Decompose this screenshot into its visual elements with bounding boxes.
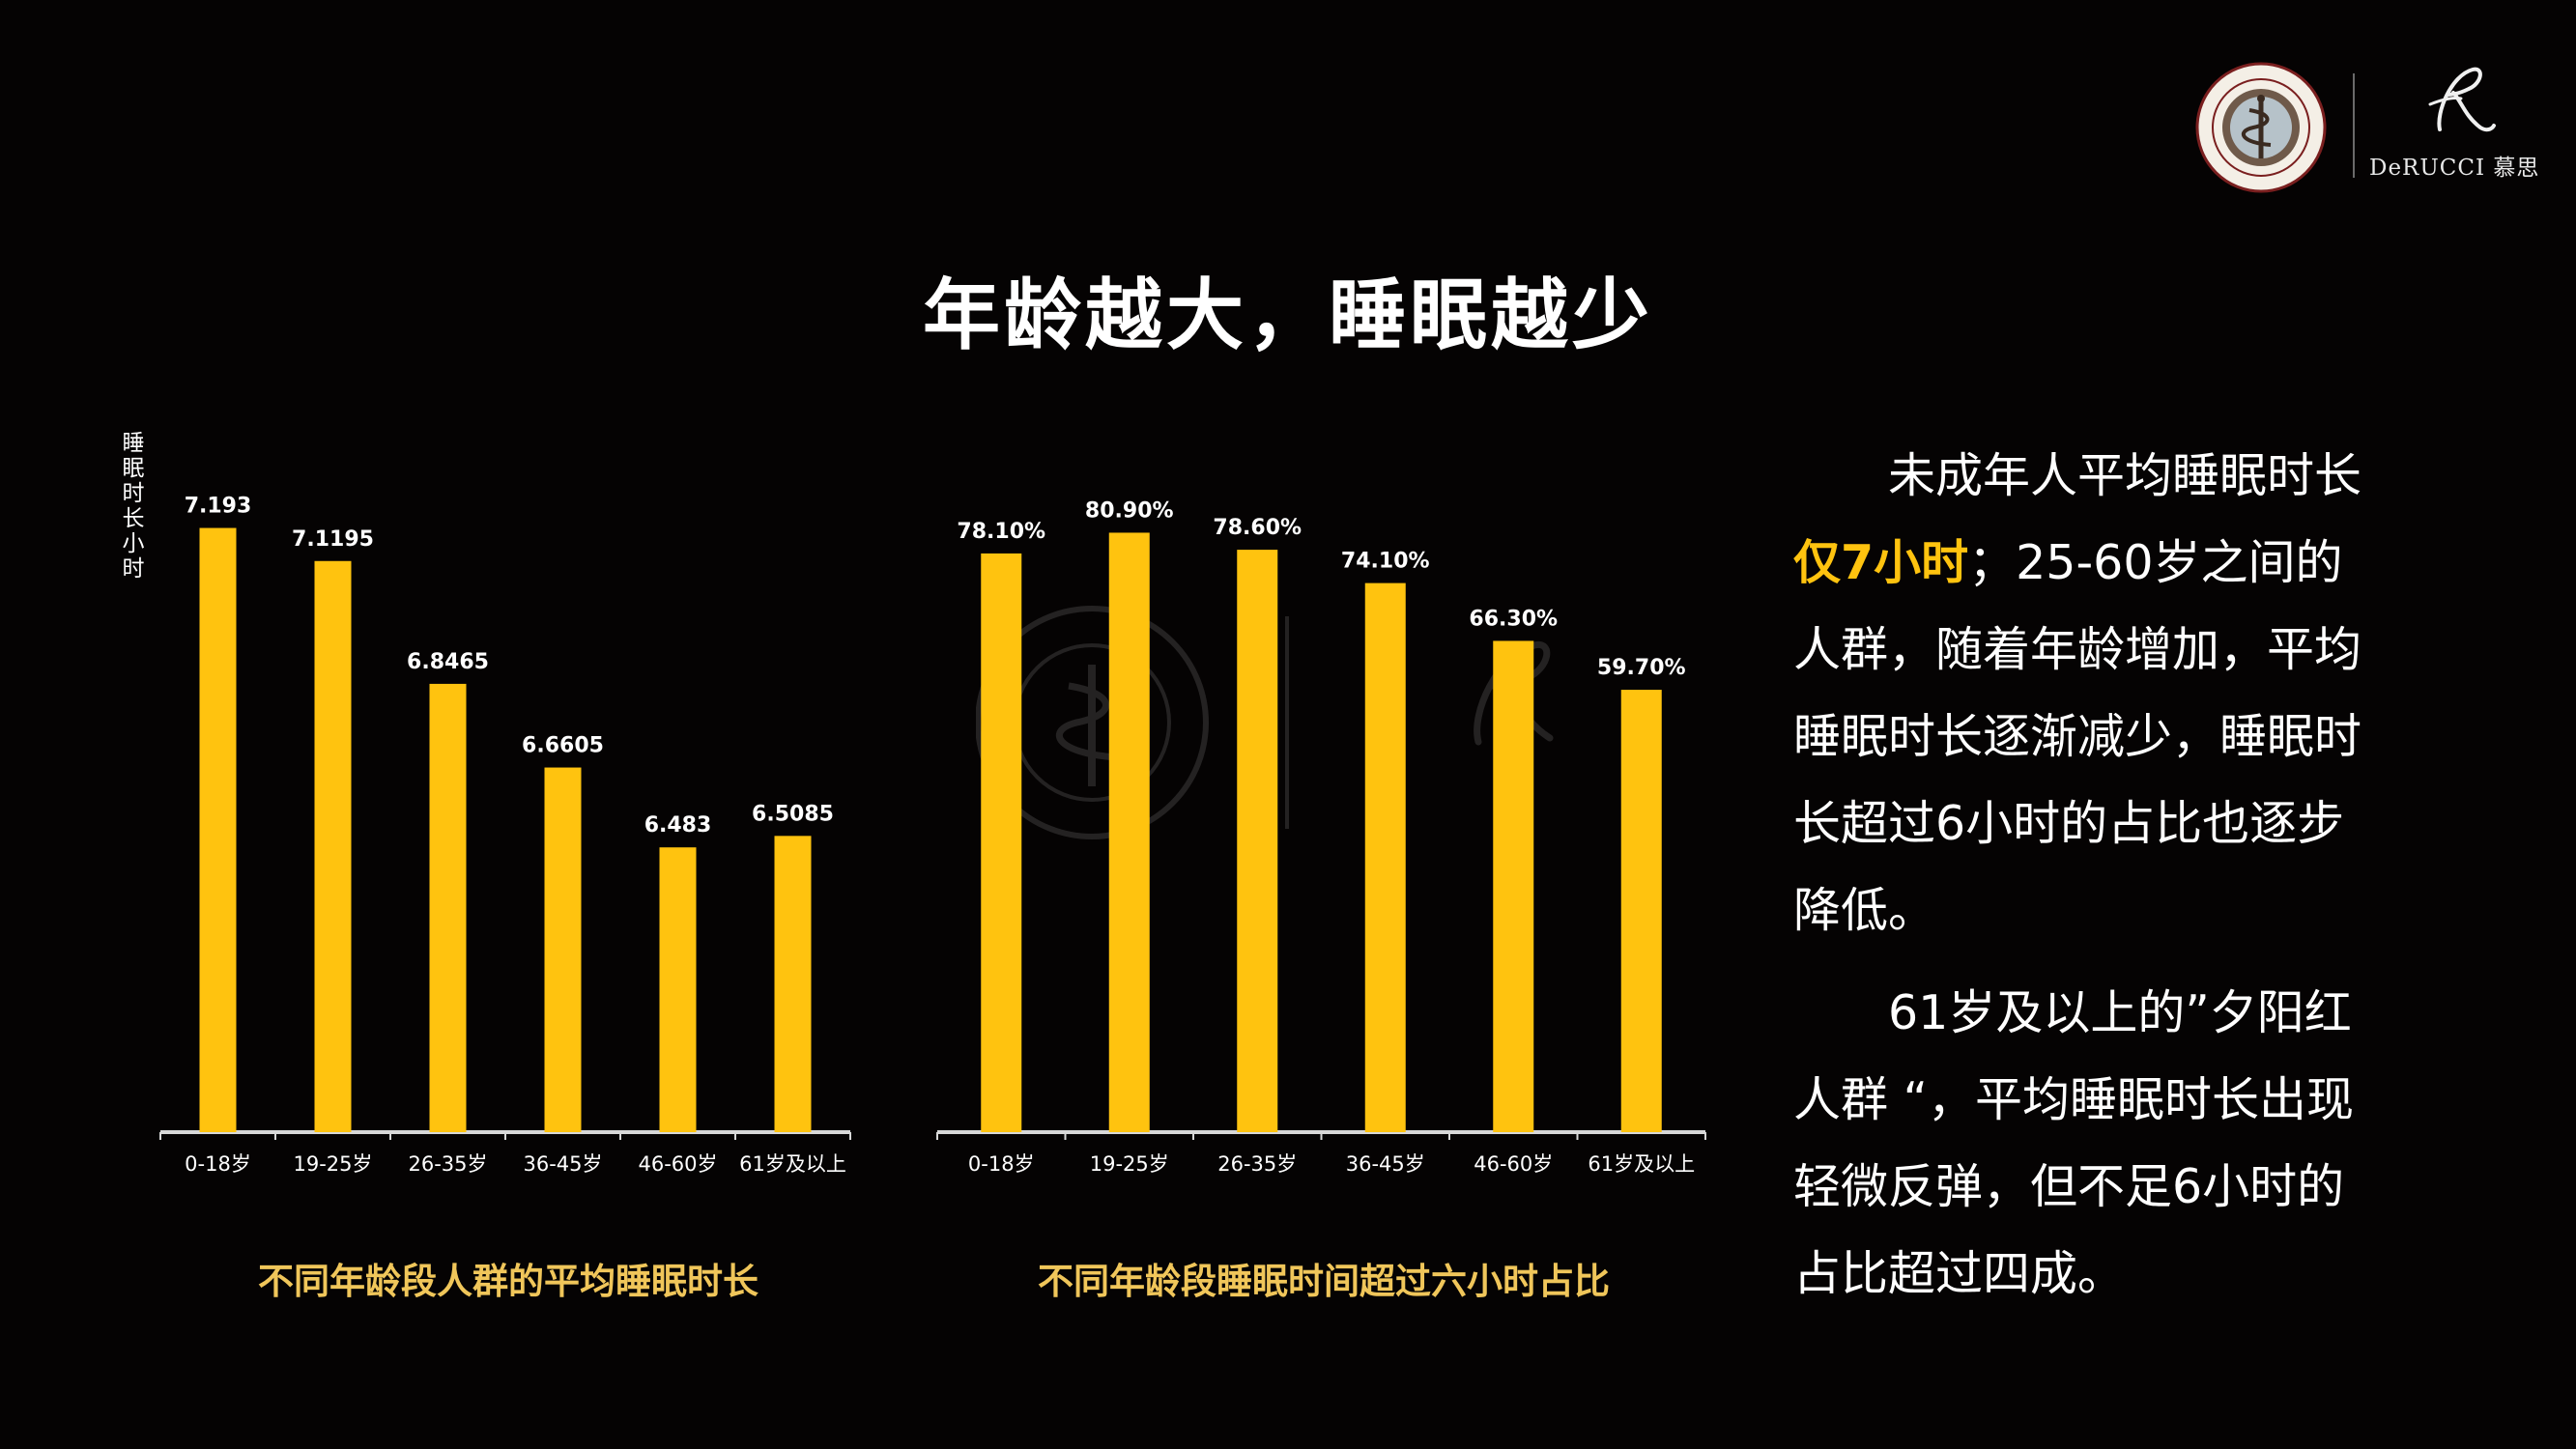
chart1-x-tick-label: 0-18岁 xyxy=(185,1152,251,1176)
description-p1-start: 未成年人平均睡眠时长 xyxy=(1888,448,2362,503)
chart2-bar-value-label: 80.90% xyxy=(1085,498,1174,523)
chart1-bar xyxy=(544,767,582,1132)
chart2-x-tick-label: 26-35岁 xyxy=(1217,1152,1297,1176)
chart1-bar-value-label: 7.193 xyxy=(185,495,252,519)
chart1-bar-value-label: 6.6605 xyxy=(522,734,604,758)
chart1-bar-value-label: 6.5085 xyxy=(752,802,834,826)
description-paragraph-2: 61岁及以上的”夕阳红人群 “，平均睡眠时长出现轻微反弹，但不足6小时的占比超过… xyxy=(1793,985,2354,1301)
chart2-x-tick-label: 61岁及以上 xyxy=(1588,1152,1695,1176)
chart2-bar-value-label: 66.30% xyxy=(1469,607,1558,631)
chart1-bar-value-label: 7.1195 xyxy=(292,527,374,552)
chart2-x-tick-label: 36-45岁 xyxy=(1346,1152,1425,1176)
chart2-bar xyxy=(981,553,1022,1132)
chart1-x-tick-label: 46-60岁 xyxy=(638,1152,717,1176)
chart2-caption: 不同年龄段睡眠时间超过六小时占比 xyxy=(1038,1261,1610,1302)
chart1-x-tick-label: 36-45岁 xyxy=(523,1152,602,1176)
chart2-bar xyxy=(1364,582,1406,1132)
chart1-bar xyxy=(314,560,352,1132)
description-paragraph-1: 未成年人平均睡眠时长仅7小时；25-60岁之间的人群，随着年龄增加，平均睡眠时长… xyxy=(1793,433,2373,954)
brand-logo-text: DeRUCCI 慕思 xyxy=(2369,156,2540,181)
chart1-x-tick-label: 19-25岁 xyxy=(293,1152,372,1176)
chart1-bar xyxy=(774,836,812,1132)
chart2-bar xyxy=(1493,640,1534,1132)
description-text: 未成年人平均睡眠时长仅7小时；25-60岁之间的人群，随着年龄增加，平均睡眠时长… xyxy=(1793,433,2373,1318)
description-p1-end: ；25-60岁之间的人群，随着年龄增加，平均睡眠时长逐渐减少，睡眠时长超过6小时… xyxy=(1793,535,2362,938)
chart2-x-tick-label: 46-60岁 xyxy=(1474,1152,1553,1176)
sleep-society-seal-logo xyxy=(2195,62,2327,193)
chart1-bar xyxy=(429,683,467,1132)
derucci-monogram-logo xyxy=(2428,67,2496,132)
chart1-caption: 不同年龄段人群的平均睡眠时长 xyxy=(258,1261,758,1302)
chart2-bar-value-label: 74.10% xyxy=(1341,550,1430,574)
chart1-bar xyxy=(199,527,237,1132)
chart2-x-tick-label: 0-18岁 xyxy=(968,1152,1035,1176)
chart2-bar xyxy=(1108,532,1150,1132)
chart2-bar-value-label: 78.60% xyxy=(1213,516,1302,540)
chart2-x-tick-label: 19-25岁 xyxy=(1090,1152,1169,1176)
logo-area: DeRUCCI 慕思 xyxy=(2186,56,2562,201)
description-highlight: 仅7小时 xyxy=(1793,535,1969,590)
chart2-bar-value-label: 59.70% xyxy=(1597,656,1686,680)
chart1-x-tick-label: 26-35岁 xyxy=(408,1152,487,1176)
chart1-bar-value-label: 6.8465 xyxy=(407,650,489,674)
logo-divider xyxy=(2353,73,2355,178)
chart1-bar xyxy=(659,847,697,1132)
chart1-x-tick-label: 61岁及以上 xyxy=(739,1152,846,1176)
chart2-bar xyxy=(1237,550,1278,1132)
chart2-bar xyxy=(1620,690,1662,1132)
chart1-y-axis-label: 睡眠时长 小时 xyxy=(122,431,145,582)
chart2-bar-value-label: 78.10% xyxy=(957,520,1045,544)
page-title: 年龄越大，睡眠越少 xyxy=(923,270,1653,360)
chart1-bar-value-label: 6.483 xyxy=(644,813,712,838)
